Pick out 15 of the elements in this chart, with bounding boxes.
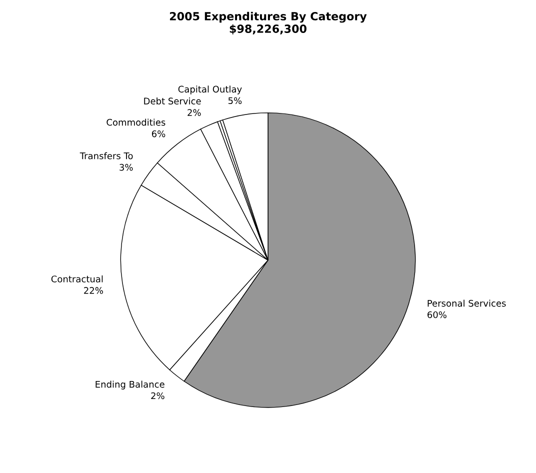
slice-label: Debt Service	[144, 98, 201, 104]
chart-title: 2005 Expenditures By Category $98,226,300	[170, 12, 367, 34]
slice-label: Commodities	[106, 118, 166, 126]
slice-label: Transfers To	[80, 152, 133, 160]
data-label: 6%	[152, 130, 166, 138]
slice-label: Contractual	[51, 275, 103, 282]
slice-label: Capital Outlay	[178, 86, 242, 94]
data-label: 2%	[151, 392, 164, 400]
slice-label: Ending Balance	[96, 380, 164, 390]
data-label: 2%	[188, 109, 201, 116]
data-label: 22%	[84, 287, 103, 294]
slice-label: Personal Services	[428, 300, 506, 307]
data-label: 5%	[228, 97, 242, 104]
data-label: 3%	[120, 164, 133, 171]
data-label: 60%	[428, 311, 446, 318]
